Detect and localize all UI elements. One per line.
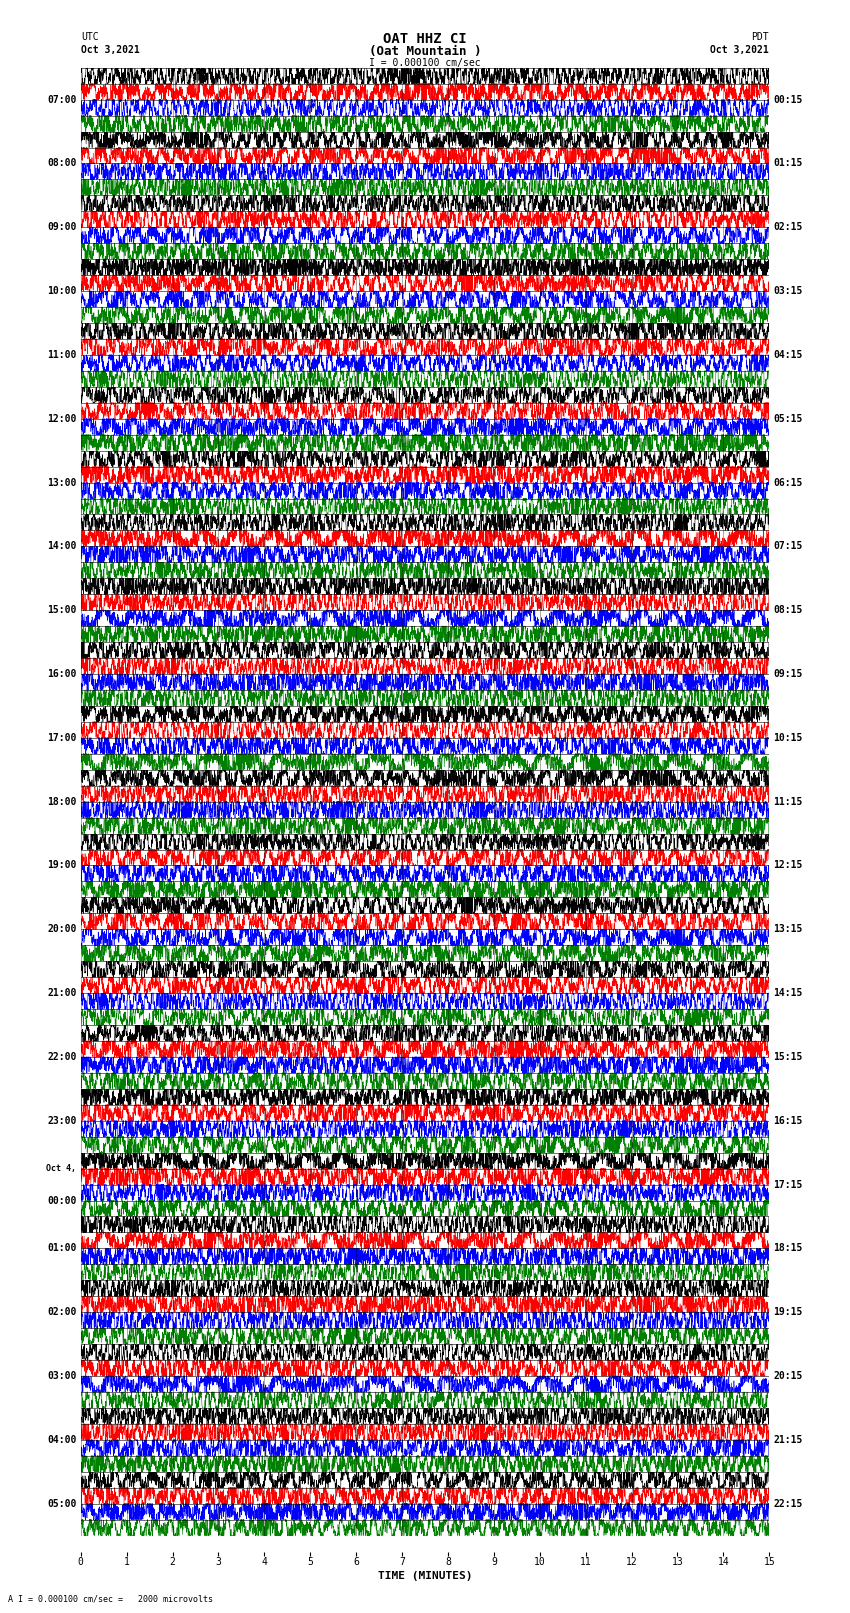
Text: 14:00: 14:00: [47, 542, 76, 552]
Text: 00:15: 00:15: [774, 95, 803, 105]
Text: 02:00: 02:00: [47, 1307, 76, 1318]
Text: 07:00: 07:00: [47, 95, 76, 105]
Text: 06:15: 06:15: [774, 477, 803, 487]
Text: 23:00: 23:00: [47, 1116, 76, 1126]
Text: 12:00: 12:00: [47, 415, 76, 424]
Text: PDT: PDT: [751, 32, 769, 42]
Text: OAT HHZ CI: OAT HHZ CI: [383, 32, 467, 47]
Text: 03:15: 03:15: [774, 286, 803, 297]
Text: 02:15: 02:15: [774, 223, 803, 232]
Text: 03:00: 03:00: [47, 1371, 76, 1381]
Text: UTC: UTC: [81, 32, 99, 42]
Text: 10:00: 10:00: [47, 286, 76, 297]
Text: 08:00: 08:00: [47, 158, 76, 168]
Text: 22:15: 22:15: [774, 1498, 803, 1508]
Text: (Oat Mountain ): (Oat Mountain ): [369, 45, 481, 58]
Text: A I = 0.000100 cm/sec =   2000 microvolts: A I = 0.000100 cm/sec = 2000 microvolts: [8, 1594, 213, 1603]
Text: 01:15: 01:15: [774, 158, 803, 168]
Text: 17:15: 17:15: [774, 1179, 803, 1189]
Text: 17:00: 17:00: [47, 732, 76, 744]
Text: 19:15: 19:15: [774, 1307, 803, 1318]
Text: 13:00: 13:00: [47, 477, 76, 487]
Text: TIME (MINUTES): TIME (MINUTES): [377, 1571, 473, 1581]
Text: Oct 4,: Oct 4,: [47, 1165, 76, 1173]
Text: 18:15: 18:15: [774, 1244, 803, 1253]
Text: 08:15: 08:15: [774, 605, 803, 615]
Text: 09:00: 09:00: [47, 223, 76, 232]
Text: 21:15: 21:15: [774, 1436, 803, 1445]
Text: 14:15: 14:15: [774, 989, 803, 998]
Text: 05:15: 05:15: [774, 415, 803, 424]
Text: 20:15: 20:15: [774, 1371, 803, 1381]
Text: 16:00: 16:00: [47, 669, 76, 679]
Text: 13:15: 13:15: [774, 924, 803, 934]
Text: 19:00: 19:00: [47, 860, 76, 871]
Text: 21:00: 21:00: [47, 989, 76, 998]
Text: 15:00: 15:00: [47, 605, 76, 615]
Text: 15:15: 15:15: [774, 1052, 803, 1061]
Text: 11:00: 11:00: [47, 350, 76, 360]
Text: 20:00: 20:00: [47, 924, 76, 934]
Text: Oct 3,2021: Oct 3,2021: [81, 45, 139, 55]
Text: 01:00: 01:00: [47, 1244, 76, 1253]
Text: 12:15: 12:15: [774, 860, 803, 871]
Text: 04:00: 04:00: [47, 1436, 76, 1445]
Text: 10:15: 10:15: [774, 732, 803, 744]
Text: 11:15: 11:15: [774, 797, 803, 806]
Text: 18:00: 18:00: [47, 797, 76, 806]
Text: 05:00: 05:00: [47, 1498, 76, 1508]
Text: 00:00: 00:00: [47, 1195, 76, 1205]
Text: 04:15: 04:15: [774, 350, 803, 360]
Text: 22:00: 22:00: [47, 1052, 76, 1061]
Text: 07:15: 07:15: [774, 542, 803, 552]
Text: Oct 3,2021: Oct 3,2021: [711, 45, 769, 55]
Text: I = 0.000100 cm/sec: I = 0.000100 cm/sec: [369, 58, 481, 68]
Text: 09:15: 09:15: [774, 669, 803, 679]
Text: 16:15: 16:15: [774, 1116, 803, 1126]
